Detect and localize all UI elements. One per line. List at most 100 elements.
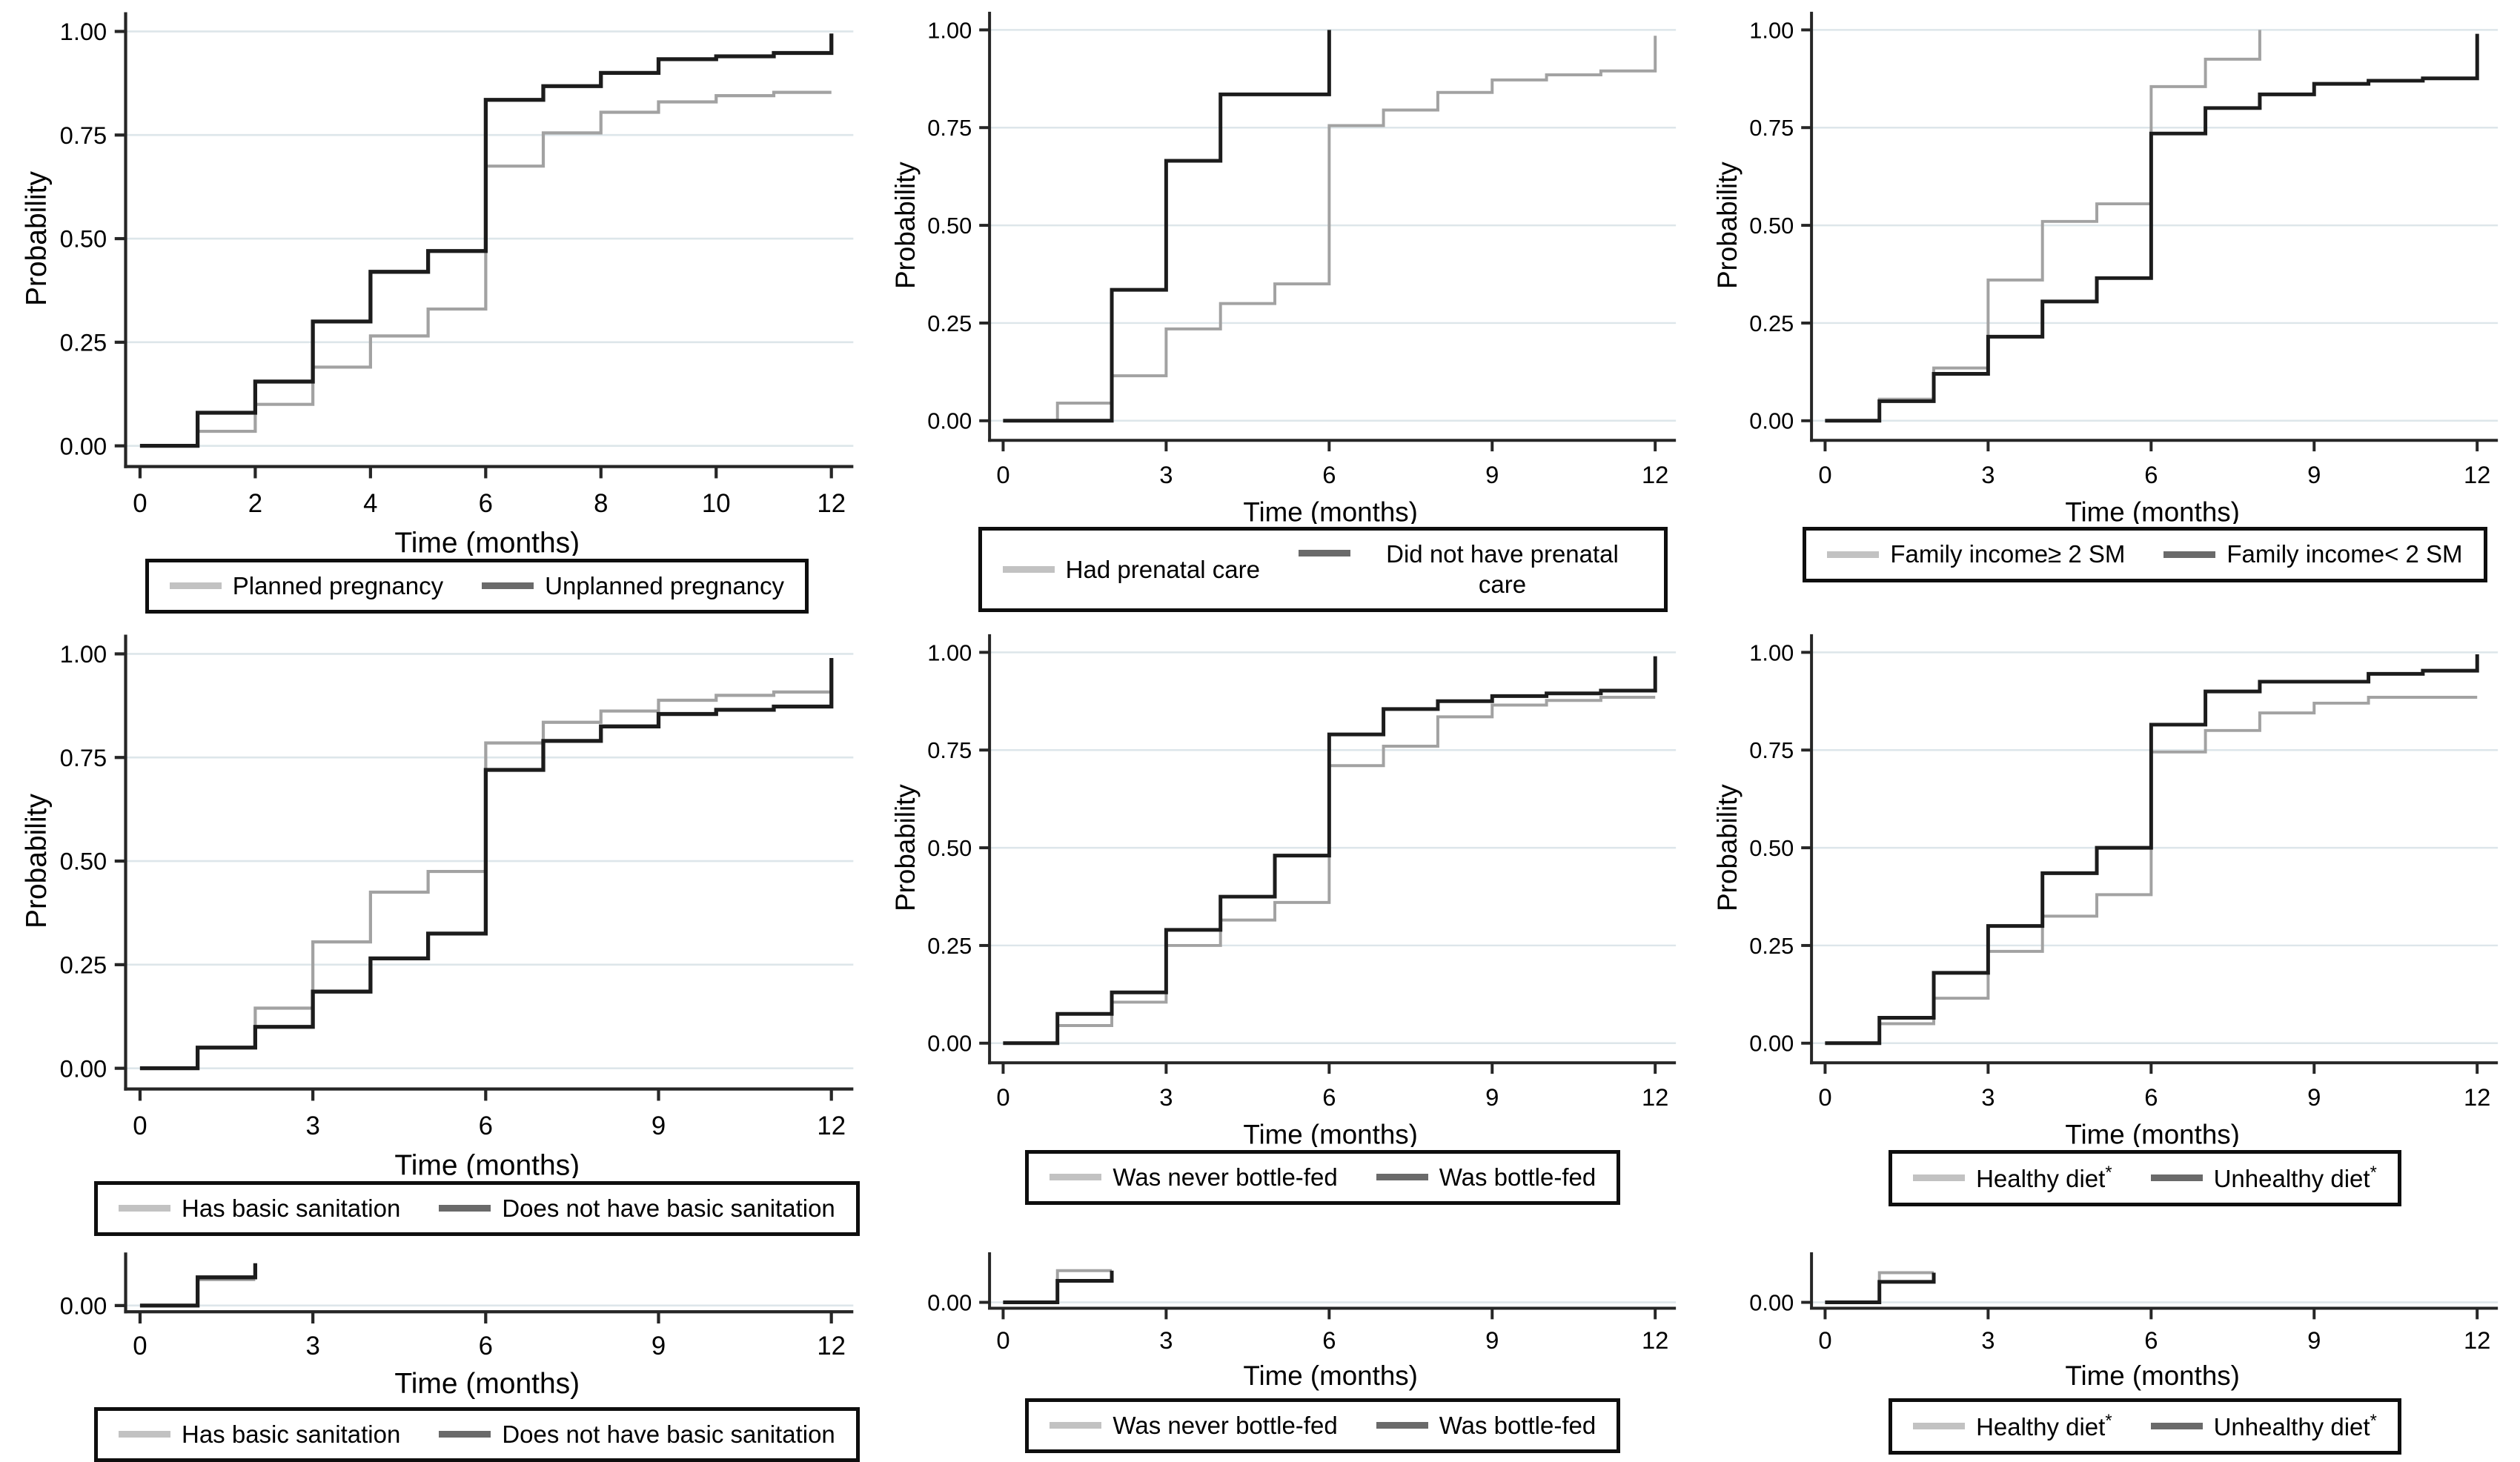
strip-plot-svg: 0.00 0 3 6 9 12 Time (months) bbox=[1749, 1252, 2499, 1391]
y-tick-label: 0.25 bbox=[927, 310, 972, 336]
legend-swatch-light bbox=[1002, 566, 1055, 574]
x-tick-label: 3 bbox=[305, 1112, 319, 1140]
legend-box: Planned pregnancy Unplanned pregnancy bbox=[145, 558, 809, 614]
legend-row: Family income≥ 2 SM Family income< 2 SM bbox=[1708, 527, 2504, 582]
x-tick-label: 0 bbox=[996, 1083, 1009, 1111]
series-dark-curve bbox=[1825, 33, 2479, 423]
y-tick-label: 1.00 bbox=[927, 639, 972, 665]
panel-diet: 0.00 0.25 0.50 0.75 1.00 0 3 6 9 12 Time (months) P… bbox=[1708, 627, 2504, 1236]
y-tick-label: 0.75 bbox=[927, 115, 972, 141]
legend-box: Was never bottle-fed Was bottle-fed bbox=[1025, 1149, 1621, 1205]
legend-swatch-dark bbox=[2150, 1174, 2203, 1182]
y-tick-label: 1.00 bbox=[1749, 17, 1794, 43]
x-tick-label: 9 bbox=[1485, 461, 1499, 488]
legend-row: Has basic sanitation Does not have basic … bbox=[16, 1180, 860, 1237]
panel-basic-sanitation-strip: 0.00 0 3 6 9 12 Time (months) Has basic sanitat… bbox=[16, 1249, 860, 1462]
x-tick-label: 6 bbox=[1322, 1326, 1336, 1354]
legend-item: Healthy diet* bbox=[1913, 1163, 2112, 1194]
y-tick-label: 1.00 bbox=[927, 17, 972, 43]
legend-item: Does not have basic sanitation bbox=[439, 1420, 835, 1449]
y-tick-label: 0.00 bbox=[60, 1292, 107, 1319]
series-dark-curve bbox=[1003, 30, 1331, 423]
x-tick-label: 3 bbox=[1159, 461, 1173, 488]
x-tick-label: 4 bbox=[363, 490, 377, 518]
y-tick-label: 0.75 bbox=[1749, 737, 1794, 763]
legend-row: Was never bottle-fed Was bottle-fed bbox=[886, 1398, 1682, 1454]
series-dark-curve bbox=[1825, 654, 2479, 1046]
legend-swatch-light bbox=[1913, 1174, 1966, 1182]
legend-row: Healthy diet* Unhealthy diet* bbox=[1708, 1398, 2504, 1455]
y-tick-label: 0.75 bbox=[1749, 115, 1794, 141]
x-axis-title: Time (months) bbox=[394, 1150, 580, 1178]
legend-swatch-dark bbox=[439, 1431, 491, 1438]
y-axis-title: Probability bbox=[890, 162, 921, 289]
y-tick-label: 0.50 bbox=[927, 835, 972, 861]
legend-row: Has basic sanitation Does not have basic … bbox=[16, 1406, 860, 1462]
legend-item: Family income< 2 SM bbox=[2163, 539, 2463, 569]
legend-label: Healthy diet* bbox=[1976, 1410, 2112, 1441]
x-tick-label: 12 bbox=[2464, 1326, 2490, 1354]
y-tick-label: 0.25 bbox=[60, 951, 107, 978]
x-tick-label: 6 bbox=[479, 490, 493, 518]
x-tick-label: 12 bbox=[817, 1112, 846, 1140]
legend-box: Has basic sanitation Does not have basic … bbox=[94, 1406, 860, 1462]
x-axis-title: Time (months) bbox=[394, 1368, 580, 1400]
panel-bottle-feeding: 0.00 0.25 0.50 0.75 1.00 0 3 6 9 12 Time (months) P… bbox=[886, 627, 1682, 1236]
y-tick-label: 1.00 bbox=[60, 18, 107, 45]
legend-label: Was bottle-fed bbox=[1439, 1411, 1596, 1439]
y-tick-label: 0.50 bbox=[1749, 835, 1794, 861]
legend-swatch-dark bbox=[2150, 1423, 2203, 1430]
x-tick-label: 9 bbox=[651, 1112, 666, 1140]
legend-row: Planned pregnancy Unplanned pregnancy bbox=[16, 558, 860, 614]
y-tick-label: 0.50 bbox=[927, 213, 972, 239]
y-axis-title: Probability bbox=[1712, 162, 1743, 289]
series-dark-curve bbox=[139, 1263, 258, 1308]
legend-swatch-dark bbox=[2163, 551, 2216, 559]
legend-swatch-dark bbox=[1376, 1174, 1428, 1181]
y-tick-label: 0.25 bbox=[1749, 310, 1794, 336]
km-plot-svg: 0.00 0.25 0.50 0.75 1.00 0 3 6 9 12 Time (months) P… bbox=[890, 11, 1676, 524]
legend-item: Does not have basic sanitation bbox=[439, 1194, 835, 1223]
x-tick-label: 9 bbox=[651, 1332, 666, 1360]
panel-pregnancy-planning: 0.00 0.25 0.50 0.75 1.00 0 2 4 6 8 10 12 Time (month… bbox=[16, 4, 860, 614]
y-tick-label: 0.25 bbox=[927, 933, 972, 959]
series-dark-curve bbox=[1825, 1272, 1936, 1305]
x-tick-label: 12 bbox=[1642, 1326, 1668, 1354]
x-tick-label: 0 bbox=[996, 461, 1009, 488]
x-tick-label: 3 bbox=[1159, 1083, 1173, 1111]
x-tick-label: 0 bbox=[1818, 1083, 1831, 1111]
x-tick-label: 3 bbox=[1981, 1083, 1995, 1111]
x-axis-title: Time (months) bbox=[2065, 497, 2240, 525]
y-tick-label: 0.25 bbox=[1749, 933, 1794, 959]
x-tick-label: 0 bbox=[1818, 461, 1831, 488]
series-dark-curve bbox=[1003, 1270, 1114, 1305]
legend-box: Was never bottle-fed Was bottle-fed bbox=[1025, 1398, 1621, 1454]
x-tick-label: 9 bbox=[2307, 461, 2321, 488]
x-tick-label: 3 bbox=[1159, 1326, 1173, 1354]
panel-bottle-feeding-strip: 0.00 0 3 6 9 12 Time (months) Was never bottle-… bbox=[886, 1249, 1682, 1462]
y-tick-label: 0.50 bbox=[60, 848, 107, 875]
legend-label: Does not have basic sanitation bbox=[502, 1194, 835, 1222]
x-tick-label: 6 bbox=[2144, 1083, 2158, 1111]
x-axis-title: Time (months) bbox=[2065, 1360, 2240, 1391]
legend-box: Has basic sanitation Does not have basic … bbox=[94, 1180, 860, 1237]
legend-label: Unplanned pregnancy bbox=[545, 571, 785, 599]
legend-label: Family income< 2 SM bbox=[2226, 540, 2463, 568]
legend-row: Was never bottle-fed Was bottle-fed bbox=[886, 1149, 1682, 1205]
legend-item: Did not have prenatal care bbox=[1299, 539, 1643, 599]
x-tick-label: 0 bbox=[1818, 1326, 1831, 1354]
legend-item: Planned pregnancy bbox=[169, 571, 443, 601]
legend-label: Was never bottle-fed bbox=[1113, 1163, 1338, 1191]
series-dark-curve bbox=[139, 658, 834, 1071]
legend-label: Family income≥ 2 SM bbox=[1890, 540, 2126, 568]
x-tick-label: 12 bbox=[1642, 1083, 1668, 1111]
y-tick-label: 1.00 bbox=[1749, 639, 1794, 665]
panel-diet-strip: 0.00 0 3 6 9 12 Time (months) Healthy diet* Unhe… bbox=[1708, 1249, 2504, 1462]
x-tick-label: 6 bbox=[479, 1112, 493, 1140]
legend-box: Healthy diet* Unhealthy diet* bbox=[1889, 1149, 2401, 1206]
y-axis-title: Probability bbox=[21, 171, 53, 306]
legend-label: Had prenatal care bbox=[1065, 555, 1260, 583]
x-tick-label: 6 bbox=[1322, 461, 1336, 488]
strip-plot-svg: 0.00 0 3 6 9 12 Time (months) bbox=[927, 1252, 1676, 1391]
